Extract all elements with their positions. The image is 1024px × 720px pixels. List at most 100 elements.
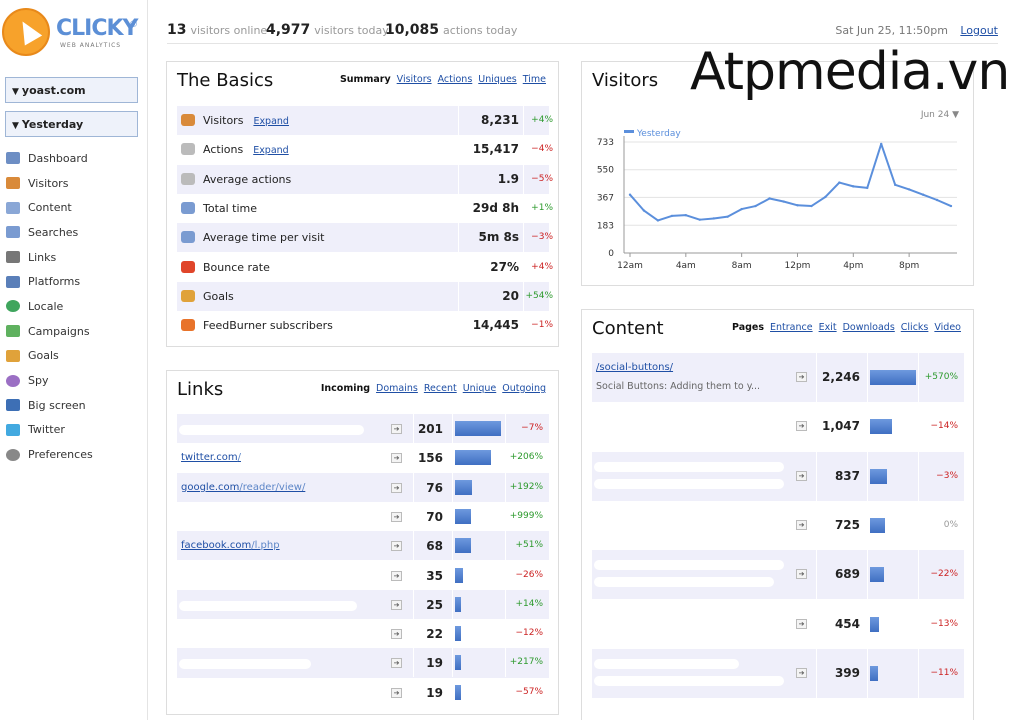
links-tab-incoming[interactable]: Incoming	[320, 383, 371, 394]
basics-row[interactable]: Visitors Expand 8,231 +4%	[177, 106, 553, 135]
data-point[interactable]	[642, 209, 646, 212]
external-link-icon[interactable]: ➔	[391, 687, 402, 698]
sidebar-item-preferences[interactable]: Preferences	[0, 442, 148, 467]
link-row[interactable]: ➔ 25 +14%	[177, 589, 549, 620]
data-point[interactable]	[628, 193, 632, 196]
basics-tab-time[interactable]: Time	[522, 74, 546, 85]
link-row[interactable]: ➔ 35 −26%	[177, 560, 549, 590]
basics-tab-summary[interactable]: Summary	[339, 74, 391, 85]
external-link-icon[interactable]: ➔	[391, 453, 402, 464]
links-tab-domains[interactable]: Domains	[376, 383, 418, 394]
logout-link[interactable]: Logout	[960, 24, 998, 37]
content-tab-pages[interactable]: Pages	[732, 322, 765, 333]
links-tab-outgoing[interactable]: Outgoing	[502, 383, 546, 394]
links-tab-unique[interactable]: Unique	[462, 383, 497, 394]
link-row[interactable]: ➔ 70 +999%	[177, 501, 549, 531]
site-selector[interactable]: ▼ yoast.com	[5, 77, 138, 103]
content-tab-downloads[interactable]: Downloads	[842, 322, 895, 333]
expand-link[interactable]: Expand	[253, 116, 289, 127]
chart-date-selector[interactable]: Jun 24 ▼	[920, 110, 959, 120]
content-row[interactable]: ➔ 725 0%	[592, 500, 964, 550]
basics-row[interactable]: Total time 29d 8h +1%	[177, 193, 553, 223]
visitors-today-stat[interactable]: 4,977 visitors today	[266, 22, 389, 38]
content-tab-video[interactable]: Video	[934, 322, 961, 333]
sidebar-item-searches[interactable]: Searches	[0, 220, 148, 245]
content-row[interactable]: ➔ 837 −3%	[592, 451, 964, 501]
sidebar-item-twitter[interactable]: Twitter	[0, 418, 148, 443]
link-row[interactable]: ➔ 201 −7%	[177, 414, 549, 444]
link-url[interactable]: facebook.com/l.php	[181, 540, 280, 551]
link-row[interactable]: ➔ 22 −12%	[177, 619, 549, 649]
data-point[interactable]	[698, 218, 701, 221]
data-point[interactable]	[810, 204, 813, 208]
sidebar-item-locale[interactable]: Locale	[0, 294, 148, 319]
link-url[interactable]: twitter.com/	[181, 452, 241, 463]
actions-today-stat[interactable]: 10,085 actions today	[385, 22, 517, 38]
sidebar-item-spy[interactable]: Spy	[0, 368, 148, 393]
sidebar-item-content[interactable]: Content	[0, 195, 148, 220]
external-link-icon[interactable]: ➔	[391, 658, 402, 669]
data-point[interactable]	[852, 185, 855, 188]
external-link-icon[interactable]: ➔	[796, 618, 807, 629]
content-tab-entrance[interactable]: Entrance	[770, 322, 813, 333]
data-point[interactable]	[740, 207, 743, 211]
content-row[interactable]: ➔ 1,047 −14%	[592, 402, 964, 452]
data-point[interactable]	[824, 195, 827, 199]
clicky-logo[interactable]: CLICKY ® WEB ANALYTICS	[2, 8, 142, 58]
basics-tab-visitors[interactable]: Visitors	[396, 74, 432, 85]
basics-row[interactable]: FeedBurner subscribers 14,445 −1%	[177, 311, 553, 341]
external-link-icon[interactable]: ➔	[391, 599, 402, 610]
sidebar-item-dashboard[interactable]: Dashboard	[0, 146, 148, 171]
basics-row[interactable]: Average actions 1.9 −5%	[177, 164, 553, 194]
external-link-icon[interactable]: ➔	[391, 541, 402, 552]
data-point[interactable]	[907, 188, 911, 191]
external-link-icon[interactable]: ➔	[391, 424, 402, 434]
content-tab-clicks[interactable]: Clicks	[900, 322, 929, 333]
basics-row[interactable]: Average time per visit 5m 8s −3%	[177, 223, 553, 253]
external-link-icon[interactable]: ➔	[796, 519, 807, 530]
expand-link[interactable]: Expand	[253, 145, 289, 157]
basics-row[interactable]: Bounce rate 27% +4%	[177, 252, 553, 282]
sidebar-item-visitors[interactable]: Visitors	[0, 171, 148, 196]
link-row[interactable]: facebook.com/l.php ➔ 68 +51%	[177, 531, 549, 561]
content-tab-exit[interactable]: Exit	[818, 322, 837, 333]
content-row[interactable]: ➔ 399 −11%	[592, 648, 964, 699]
sidebar-item-goals[interactable]: Goals	[0, 344, 148, 369]
content-row[interactable]: ➔ 454 −13%	[592, 599, 964, 649]
data-point[interactable]	[768, 197, 771, 200]
data-point[interactable]	[684, 213, 688, 217]
basics-tab-actions[interactable]: Actions	[437, 74, 473, 85]
link-url[interactable]: google.com/reader/view/	[181, 482, 305, 493]
links-tab-recent[interactable]: Recent	[423, 383, 457, 394]
link-row[interactable]: twitter.com/ ➔ 156 +206%	[177, 443, 549, 473]
data-point[interactable]	[796, 204, 799, 207]
sidebar-item-platforms[interactable]: Platforms	[0, 269, 148, 294]
content-row[interactable]: /social-buttons/Social Buttons: Adding t…	[592, 353, 964, 403]
data-point[interactable]	[866, 186, 869, 190]
content-path[interactable]: /social-buttons/	[596, 362, 674, 373]
content-row[interactable]: ➔ 689 −22%	[592, 550, 964, 600]
data-point[interactable]	[893, 183, 897, 187]
external-link-icon[interactable]: ➔	[391, 629, 402, 640]
external-link-icon[interactable]: ➔	[796, 470, 807, 481]
data-point[interactable]	[726, 215, 729, 218]
sidebar-item-links[interactable]: Links	[0, 245, 148, 270]
basics-row[interactable]: Goals 20 +54%	[177, 281, 553, 311]
data-point[interactable]	[656, 219, 660, 222]
data-point[interactable]	[712, 217, 715, 220]
data-point[interactable]	[670, 214, 674, 218]
link-row[interactable]: ➔ 19 −57%	[177, 677, 549, 707]
link-row[interactable]: google.com/reader/view/ ➔ 76 +192%	[177, 472, 549, 502]
link-row[interactable]: ➔ 19 +217%	[177, 648, 549, 678]
basics-row[interactable]: Actions Expand 15,417 −4%	[177, 135, 553, 165]
visitors-online-stat[interactable]: 13 visitors online	[167, 22, 267, 38]
external-link-icon[interactable]: ➔	[796, 569, 807, 580]
data-point[interactable]	[949, 204, 953, 208]
data-point[interactable]	[935, 198, 939, 202]
sidebar-item-big-screen[interactable]: Big screen	[0, 393, 148, 418]
sidebar-item-campaigns[interactable]: Campaigns	[0, 319, 148, 344]
external-link-icon[interactable]: ➔	[391, 482, 402, 493]
data-point[interactable]	[921, 193, 925, 196]
data-point[interactable]	[782, 200, 785, 203]
data-point[interactable]	[838, 181, 841, 184]
